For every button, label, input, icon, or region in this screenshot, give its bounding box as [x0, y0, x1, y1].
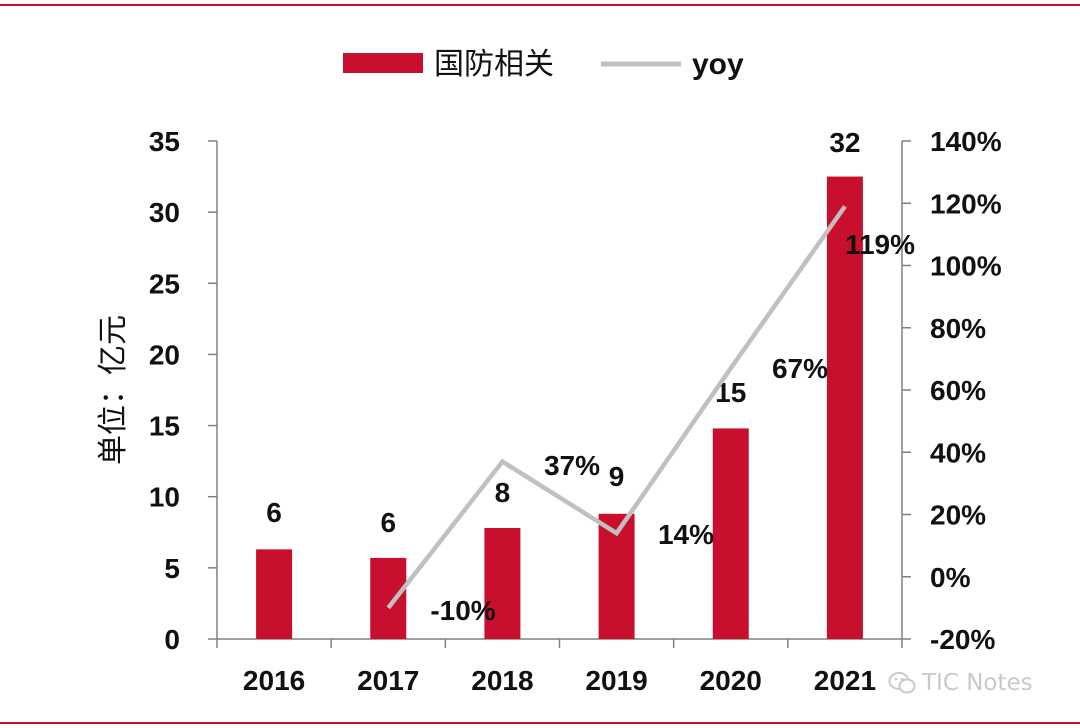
top-rule — [0, 4, 1080, 6]
y-tick-label: 5 — [164, 553, 180, 584]
legend-label-bar: 国防相关 — [434, 47, 554, 82]
y-tick-label: 25 — [149, 268, 180, 299]
y2-tick-label: 0% — [930, 562, 971, 593]
x-tick-label: 2016 — [243, 665, 305, 696]
bar — [256, 549, 293, 639]
x-tick-label: 2021 — [814, 665, 876, 696]
yoy-data-label: 14% — [658, 519, 714, 550]
bottom-rule — [0, 722, 1080, 724]
y-tick-label: 10 — [149, 482, 180, 513]
y2-tick-label: -20% — [930, 624, 995, 655]
watermark: TIC Notes — [888, 670, 1033, 696]
bar-data-label: 6 — [380, 507, 396, 538]
x-tick-label: 2018 — [471, 665, 533, 696]
bar-data-label: 8 — [495, 477, 511, 508]
bar — [712, 428, 749, 639]
x-tick-label: 2017 — [357, 665, 419, 696]
y2-tick-label: 80% — [930, 313, 986, 344]
bar-data-label: 32 — [829, 127, 860, 158]
wechat-icon — [888, 672, 916, 694]
bar — [826, 176, 863, 640]
bar — [484, 528, 521, 639]
bar — [370, 557, 407, 639]
yoy-data-label: -10% — [430, 595, 495, 626]
y-tick-label: 15 — [149, 411, 180, 442]
y2-tick-label: 120% — [930, 188, 1002, 219]
legend-label-line: yoy — [692, 48, 744, 81]
x-tick-label: 2019 — [585, 665, 647, 696]
bar-data-label: 9 — [609, 461, 625, 492]
y2-tick-label: 20% — [930, 500, 986, 531]
y2-tick-label: 60% — [930, 375, 986, 406]
watermark-text: TIC Notes — [922, 670, 1033, 696]
y-axis-title: 单位：亿元 — [96, 315, 131, 465]
yoy-data-label: 67% — [772, 353, 828, 384]
y-tick-label: 20 — [149, 339, 180, 370]
yoy-data-label: 119% — [845, 229, 915, 260]
legend-swatch-bar — [343, 53, 423, 73]
y2-tick-label: 140% — [930, 126, 1002, 157]
yoy-data-label: 37% — [544, 450, 600, 481]
y2-tick-label: 100% — [930, 251, 1002, 282]
x-tick-label: 2020 — [700, 665, 762, 696]
bar-data-label: 6 — [266, 497, 282, 528]
y-tick-label: 30 — [149, 197, 180, 228]
y-tick-label: 0 — [164, 624, 180, 655]
y-tick-label: 35 — [149, 126, 180, 157]
y2-tick-label: 40% — [930, 437, 986, 468]
